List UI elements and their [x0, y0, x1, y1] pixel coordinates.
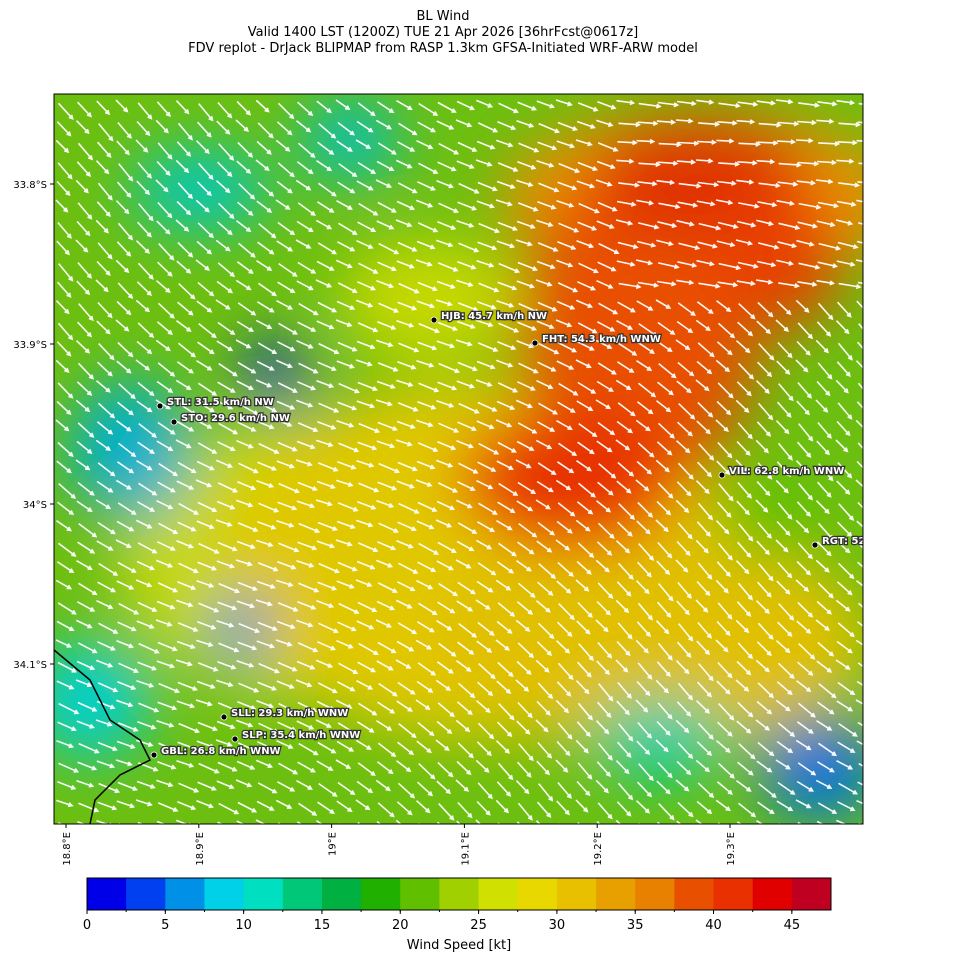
stations: HJB: 45.7 km/h NW FHT: 54.3 km/h WNW STL: …	[150, 310, 941, 759]
station-label: GBL: 26.8 km/h WNW	[161, 746, 281, 757]
colorbar-tick-label: 40	[705, 918, 722, 933]
station-marker	[220, 713, 228, 721]
colorbar-frame	[86, 877, 832, 911]
lat-tick-label: 33.8°S	[13, 180, 47, 191]
lon-tick-label: 18.9°E	[195, 832, 206, 866]
station-label: STL: 31.5 km/h NW	[167, 397, 274, 408]
colorbar-swatch	[87, 878, 127, 910]
colorbar-swatch	[674, 878, 715, 910]
title-line: BL Wind	[417, 9, 470, 24]
colorbar-tick-label: 0	[83, 918, 91, 933]
station-marker	[531, 339, 539, 347]
colorbar-swatch	[517, 878, 558, 910]
coastline	[54, 649, 152, 824]
colorbar-swatch	[165, 878, 205, 910]
station-label: HJB: 45.7 km/h NW	[441, 311, 547, 322]
lat-tick-label: 34°S	[23, 500, 47, 511]
station-label: STO: 29.6 km/h NW	[181, 413, 290, 424]
station-marker	[156, 402, 164, 410]
station-label: VIL: 62.8 km/h WNW	[729, 466, 844, 477]
colorbar-tick-label: 20	[392, 918, 409, 933]
lon-tick-label: 19.1°E	[460, 832, 471, 866]
arrow-field	[55, 99, 863, 824]
wind-arrows	[55, 99, 863, 824]
station-marker	[718, 471, 726, 479]
map-axes: 33.8°S 33.9°S 34°S 34.1°S 18.8°E 18.9°E 19°E 19…	[13, 180, 737, 866]
station-label: SLL: 29.3 km/h WNW	[231, 708, 348, 719]
map-area: HJB: 45.7 km/h NW FHT: 54.3 km/h WNW STL: …	[54, 94, 941, 824]
colorbar-swatch	[126, 878, 166, 910]
title-line: FDV replot - DrJack BLIPMAP from RASP 1.…	[188, 41, 698, 56]
station-marker	[150, 751, 158, 759]
station-label: SLP: 35.4 km/h WNW	[242, 730, 360, 741]
colorbar-swatch	[713, 878, 754, 910]
station-marker	[170, 418, 178, 426]
colorbar-tick-label: 5	[161, 918, 169, 933]
colorbar-swatch	[791, 878, 832, 910]
lon-tick-label: 19°E	[328, 832, 339, 856]
wind-speed-field	[54, 100, 863, 820]
colorbar-swatch	[282, 878, 323, 910]
map-frame	[53, 93, 864, 825]
colorbar-swatch	[321, 878, 362, 910]
colorbar-tick-label: 15	[314, 918, 331, 933]
lon-tick-label: 19.2°E	[593, 832, 604, 866]
colorbar: 0 5 10 15 20 25 30 35 40 45 Wind Speed [kt]	[83, 877, 832, 953]
station-marker	[430, 316, 438, 324]
colorbar-swatch	[478, 878, 519, 910]
lat-tick-label: 33.9°S	[13, 340, 47, 351]
colorbar-swatch	[400, 878, 440, 910]
lat-tick-label: 34.1°S	[13, 660, 47, 671]
colorbar-tick-label: 10	[235, 918, 252, 933]
station-label: FHT: 54.3 km/h WNW	[542, 334, 661, 345]
colorbar-tick-label: 45	[784, 918, 801, 933]
colorbar-tick-label: 30	[549, 918, 566, 933]
station-marker	[811, 541, 819, 549]
colorbar-swatch	[556, 878, 597, 910]
lon-tick-label: 19.3°E	[726, 832, 737, 866]
colorbar-label: Wind Speed [kt]	[407, 938, 511, 953]
colorbar-tick-label: 25	[470, 918, 487, 933]
colorbar-swatch	[439, 878, 480, 910]
colorbar-tick-label: 35	[627, 918, 644, 933]
colorbar-swatch	[596, 878, 636, 910]
colorbar-swatch	[204, 878, 245, 910]
lon-tick-label: 18.8°E	[62, 832, 73, 866]
colorbar-swatch	[635, 878, 675, 910]
station-marker	[231, 735, 239, 743]
colorbar-swatch	[361, 878, 401, 910]
title-line: Valid 1400 LST (1200Z) TUE 21 Apr 2026 […	[248, 25, 639, 40]
colorbar-swatch	[752, 878, 793, 910]
colorbar-swatch	[243, 878, 284, 910]
station-label: RGT: 52.5 km/h WNW	[822, 536, 941, 547]
